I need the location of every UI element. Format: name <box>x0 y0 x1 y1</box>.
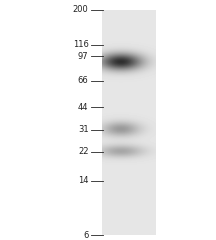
Text: 97: 97 <box>78 52 89 61</box>
Text: 6: 6 <box>83 231 89 240</box>
Text: 66: 66 <box>78 76 89 85</box>
Text: 116: 116 <box>73 40 89 49</box>
Text: 14: 14 <box>78 176 89 185</box>
Text: 200: 200 <box>73 5 89 14</box>
Text: 31: 31 <box>78 125 89 134</box>
Text: 22: 22 <box>78 147 89 156</box>
Text: kDa: kDa <box>67 0 89 2</box>
Text: 44: 44 <box>78 102 89 112</box>
